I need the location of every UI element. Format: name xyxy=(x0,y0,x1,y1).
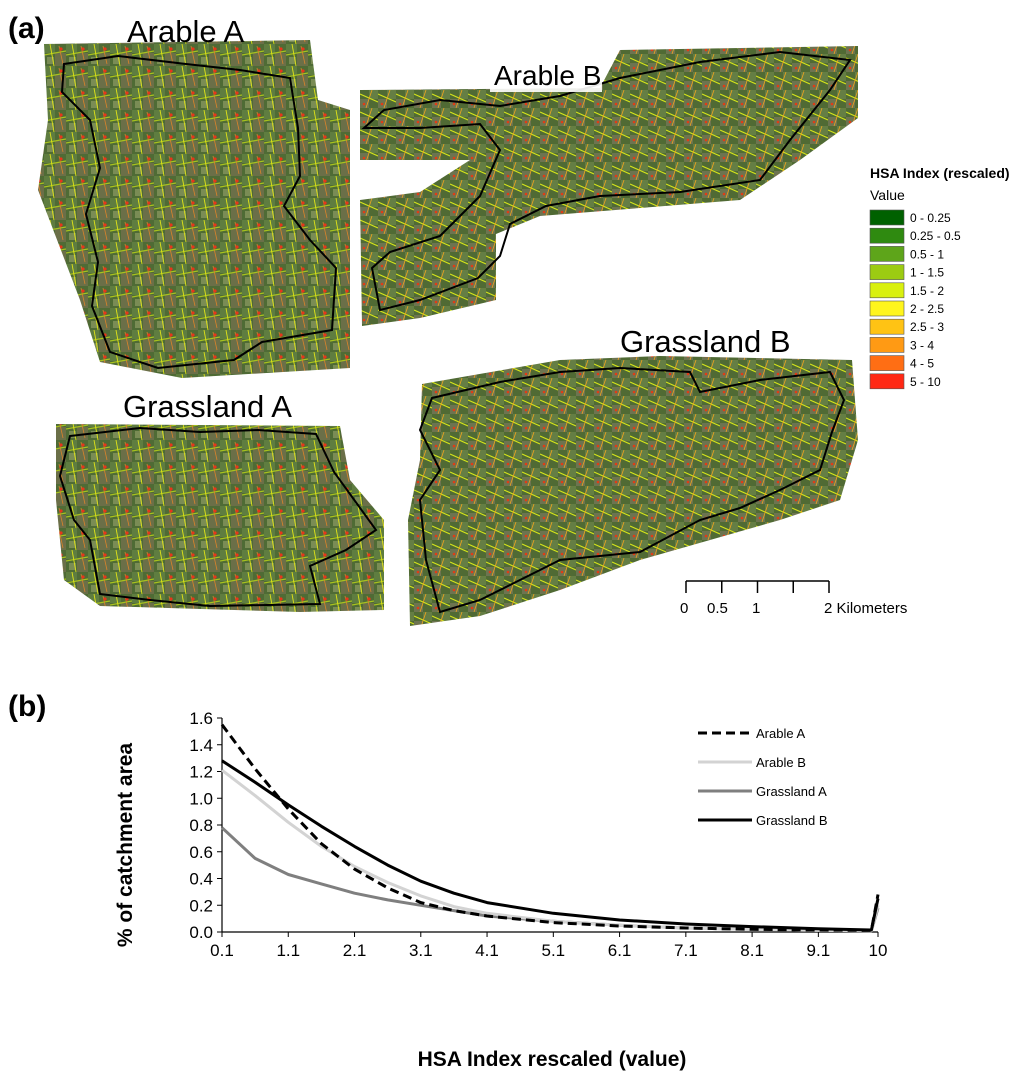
map-grassland-a-imagery xyxy=(56,424,384,612)
x-tick-label-3: 3.1 xyxy=(409,941,433,960)
hsa-legend-subtitle: Value xyxy=(870,187,905,203)
legend-label-grassland-b: Grassland B xyxy=(756,813,828,828)
hsa-legend: HSA Index (rescaled) Value 0 - 0.25 0.25 … xyxy=(869,165,1010,390)
legend-swatch-label-6: 2.5 - 3 xyxy=(910,320,944,334)
y-axis-title: % of catchment area xyxy=(114,743,137,948)
legend-swatch-0 xyxy=(869,209,905,226)
y-tick-label-2: 0.4 xyxy=(189,870,213,889)
chart-series xyxy=(220,723,880,933)
legend-swatch-3 xyxy=(869,264,905,280)
y-tick-label-1: 0.2 xyxy=(189,896,213,915)
map-arable-b: Arable B xyxy=(360,46,858,326)
legend-swatch-label-9: 5 - 10 xyxy=(910,375,941,389)
map-grassland-b-imagery xyxy=(408,356,858,626)
y-tick-label-6: 1.2 xyxy=(189,763,213,782)
map-grassland-b-title: Grassland B xyxy=(620,324,791,359)
map-grassland-a-title: Grassland A xyxy=(123,389,292,424)
x-tick-label-5: 5.1 xyxy=(541,941,565,960)
y-tick-label-3: 0.6 xyxy=(189,843,213,862)
legend-swatch-2 xyxy=(869,246,905,262)
legend-swatch-label-8: 4 - 5 xyxy=(910,357,934,371)
hsa-legend-swatches: 0 - 0.25 0.25 - 0.5 0.5 - 1 1 - 1.5 1.5 - 2 2… xyxy=(869,209,961,390)
map-grassland-b-boundary xyxy=(418,366,846,614)
map-arable-b-imagery xyxy=(360,46,858,326)
scale-label-2-km: 2 Kilometers xyxy=(824,600,907,617)
y-tick-label-5: 1.0 xyxy=(189,789,213,808)
panel-a-label: (a) xyxy=(8,12,45,45)
map-grassland-a: Grassland A xyxy=(56,389,384,612)
scale-label-1: 1 xyxy=(752,600,760,617)
legend-swatch-1 xyxy=(869,227,905,244)
y-tick-label-4: 0.8 xyxy=(189,816,213,835)
x-tick-label-8: 8.1 xyxy=(740,941,764,960)
map-arable-a-title: Arable A xyxy=(127,14,245,49)
legend-swatch-label-4: 1.5 - 2 xyxy=(910,284,944,298)
legend-swatch-8 xyxy=(869,355,905,371)
legend-swatch-9 xyxy=(869,373,905,390)
x-tick-label-7: 7.1 xyxy=(674,941,698,960)
scale-bar: 0 0.5 1 2 Kilometers xyxy=(680,580,907,617)
legend-label-arable-b: Arable B xyxy=(756,755,806,770)
x-tick-label-1: 1.1 xyxy=(276,941,300,960)
map-grassland-b: Grassland B xyxy=(408,324,858,626)
panel-b-label: (b) xyxy=(8,690,46,723)
x-tick-label-10: 10 xyxy=(869,941,888,960)
legend-swatch-5 xyxy=(869,300,905,317)
legend-swatch-label-1: 0.25 - 0.5 xyxy=(910,229,961,243)
map-arable-a-boundary xyxy=(60,54,338,370)
hsa-legend-title: HSA Index (rescaled) xyxy=(870,165,1010,181)
legend-swatch-label-2: 0.5 - 1 xyxy=(910,247,944,261)
x-axis-title: HSA Index rescaled (value) xyxy=(418,1048,687,1071)
scale-label-0: 0 xyxy=(680,600,688,617)
y-tick-label-8: 1.6 xyxy=(189,709,213,728)
x-tick-label-6: 6.1 xyxy=(608,941,632,960)
chart-axes: 0.0 0.2 0.4 0.6 0.8 1.0 1.2 1.4 1.6 0.1 1.1 2.1 3.1 4… xyxy=(189,709,887,960)
series-line-grassland-b xyxy=(221,759,880,932)
x-tick-label-2: 2.1 xyxy=(343,941,367,960)
y-tick-label-0: 0.0 xyxy=(189,923,213,942)
map-grassland-a-boundary xyxy=(58,426,378,608)
series-line-arable-a xyxy=(220,723,880,932)
legend-swatch-6 xyxy=(869,318,905,335)
legend-swatch-7 xyxy=(869,337,905,353)
scale-bar-ticks xyxy=(685,581,830,593)
x-tick-label-4: 4.1 xyxy=(475,941,499,960)
map-arable-b-title: Arable B xyxy=(494,60,601,91)
legend-swatch-label-3: 1 - 1.5 xyxy=(910,266,944,280)
chart-legend: Arable A Arable B Grassland A Grassland B xyxy=(698,726,828,828)
legend-swatch-label-7: 3 - 4 xyxy=(910,338,934,352)
scale-label-0-5: 0.5 xyxy=(707,600,728,617)
legend-swatch-label-5: 2 - 2.5 xyxy=(910,302,944,316)
legend-label-grassland-a: Grassland A xyxy=(756,784,827,799)
legend-swatch-4 xyxy=(869,282,905,299)
legend-label-arable-a: Arable A xyxy=(756,726,805,741)
map-arable-a-imagery xyxy=(38,40,350,378)
x-tick-label-9: 9.1 xyxy=(807,941,831,960)
line-chart: 0.0 0.2 0.4 0.6 0.8 1.0 1.2 1.4 1.6 0.1 1.1 2.1 3.1 4… xyxy=(114,709,887,1071)
x-tick-label-0: 0.1 xyxy=(210,941,234,960)
y-tick-label-7: 1.4 xyxy=(189,736,213,755)
map-arable-a: Arable A xyxy=(38,14,350,378)
legend-swatch-label-0: 0 - 0.25 xyxy=(910,211,951,225)
map-arable-b-title-bg xyxy=(490,56,602,92)
